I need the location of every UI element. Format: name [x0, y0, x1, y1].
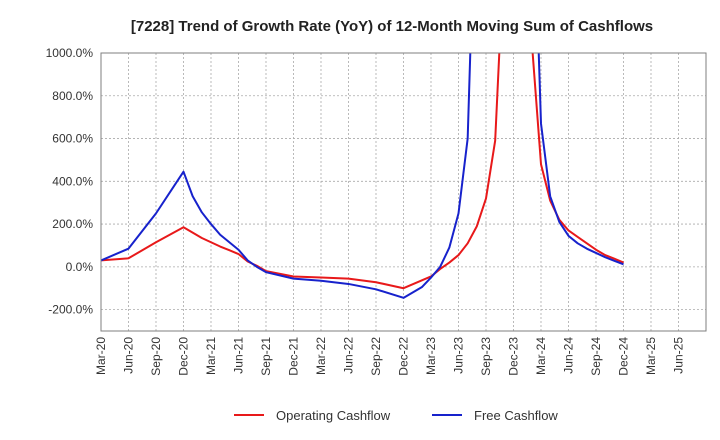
x-tick-label: Dec-24 [617, 337, 631, 376]
x-tick-label: Mar-22 [314, 337, 328, 375]
x-tick-label: Sep-24 [589, 337, 603, 376]
y-tick-label: 600.0% [52, 132, 93, 146]
operating-cashflow-legend-label: Operating Cashflow [276, 408, 391, 423]
legend: Operating Cashflow Free Cashflow [234, 408, 558, 423]
x-tick-label: Sep-20 [149, 337, 163, 376]
x-tick-label: Dec-21 [287, 337, 301, 376]
free-cashflow-legend-label: Free Cashflow [474, 408, 558, 423]
x-tick-label: Sep-23 [479, 337, 493, 376]
series-lines [101, 53, 624, 299]
y-tick-label: 0.0% [66, 260, 94, 274]
x-tick-label: Jun-24 [562, 337, 576, 374]
y-tick-label: 1000.0% [46, 46, 94, 60]
x-tick-label: Mar-21 [204, 337, 218, 375]
x-tick-label: Mar-24 [534, 337, 548, 375]
x-tick-label: Jun-22 [342, 337, 356, 374]
x-tick-label: Mar-23 [424, 337, 438, 375]
plot-area-frame [100, 52, 707, 332]
chart-title: [7228] Trend of Growth Rate (YoY) of 12-… [131, 18, 653, 35]
x-tick-label: Mar-20 [94, 337, 108, 375]
x-tick-label: Jun-20 [122, 337, 136, 374]
operating-cashflow-line [101, 53, 624, 290]
y-tick-label: 400.0% [52, 174, 93, 188]
series-group [101, 53, 624, 299]
x-tick-label: Dec-22 [397, 337, 411, 376]
x-tick-label: Sep-21 [259, 337, 273, 376]
y-tick-label: 200.0% [52, 217, 93, 231]
y-tick-label: -200.0% [48, 303, 93, 317]
y-tick-label: 800.0% [52, 89, 93, 103]
x-tick-label: Jun-23 [452, 337, 466, 374]
x-tick-label: Jun-21 [232, 337, 246, 374]
x-tick-label: Dec-20 [177, 337, 191, 376]
x-tick-label: Jun-25 [672, 337, 686, 374]
x-tick-label: Mar-25 [644, 337, 658, 375]
free-cashflow-line [101, 53, 624, 299]
y-axis-tick-labels: -200.0% 0.0% 200.0% 400.0% 600.0% 800.0% 1000.… [46, 46, 94, 317]
x-tick-label: Dec-23 [507, 337, 521, 376]
x-tick-label: Sep-22 [369, 337, 383, 376]
x-axis-tick-labels: Mar-20 Jun-20 Sep-20 Dec-20 Mar-21 Jun-21 Sep-… [94, 337, 686, 376]
